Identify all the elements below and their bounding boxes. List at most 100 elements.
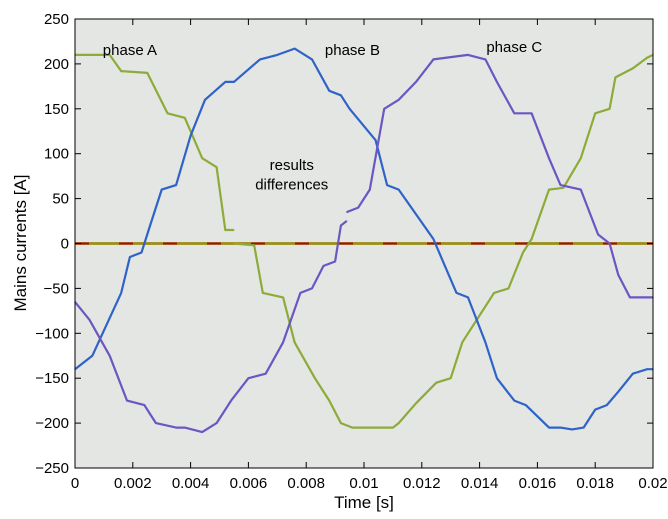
data-point (201, 431, 203, 433)
data-point (507, 287, 510, 289)
data-point (548, 157, 550, 159)
data-point (328, 90, 330, 92)
x-tick-label: 0.012 (403, 475, 441, 492)
data-point (580, 157, 582, 159)
data-point (88, 319, 91, 321)
data-point (259, 58, 261, 61)
data-point (374, 139, 377, 141)
series-line-1 (233, 53, 654, 429)
data-point (346, 220, 348, 222)
x-tick-label: 0.008 (287, 475, 325, 492)
annotation-layer: phase A phase B phase C results differences (103, 39, 543, 193)
data-point (496, 377, 498, 379)
data-point (415, 402, 417, 404)
x-tick-label: 0.018 (576, 475, 614, 492)
data-point (233, 242, 235, 245)
x-tick-label: 0.004 (172, 475, 210, 492)
data-point (140, 251, 143, 254)
y-tick-label: −250 (35, 460, 69, 477)
data-point (262, 292, 264, 294)
data-point (253, 244, 255, 246)
data-point (525, 404, 527, 406)
x-tick-label: 0.006 (230, 475, 268, 492)
data-point (299, 292, 302, 294)
data-point (580, 189, 582, 191)
data-point (161, 189, 163, 191)
data-point (216, 166, 218, 168)
data-point (398, 99, 400, 101)
data-point (637, 296, 640, 298)
data-point (294, 341, 296, 343)
data-point (562, 187, 565, 189)
data-point (146, 72, 148, 74)
data-point (233, 81, 235, 83)
data-point (247, 377, 249, 379)
x-axis-title: Time [s] (334, 493, 394, 512)
data-point (493, 292, 495, 294)
data-point (204, 99, 206, 101)
data-point (531, 112, 533, 114)
data-point (175, 184, 177, 186)
series-line-2 (74, 47, 653, 431)
data-point (559, 426, 562, 429)
y-tick-label: −50 (44, 280, 69, 297)
data-point (282, 296, 284, 298)
y-tick-label: 250 (44, 11, 69, 28)
data-point (496, 81, 498, 83)
data-point (120, 292, 122, 294)
data-point (328, 400, 330, 402)
data-point (571, 428, 573, 430)
data-point (155, 422, 157, 424)
data-point (166, 112, 169, 114)
data-point (120, 70, 122, 72)
data-point (435, 382, 437, 384)
x-tick-label: 0.01 (349, 475, 378, 492)
data-point (415, 81, 417, 83)
data-point (522, 251, 524, 254)
data-point (629, 296, 631, 298)
data-point (617, 274, 619, 276)
data-point (282, 341, 284, 343)
data-point (531, 238, 533, 240)
data-point (594, 409, 596, 411)
data-point (143, 404, 145, 406)
data-point (91, 355, 93, 357)
annotation-label: phase A (103, 42, 157, 59)
data-point (594, 112, 596, 114)
data-point (334, 260, 336, 263)
x-tick-label: 0.014 (461, 475, 499, 492)
data-point (484, 58, 486, 61)
x-tick-label: 0.02 (638, 475, 667, 492)
y-tick-label: 200 (44, 56, 69, 73)
annotation-label: differences (255, 177, 328, 194)
data-point (609, 242, 611, 245)
y-tick-label: 100 (44, 146, 69, 163)
data-point (149, 224, 151, 227)
data-point (190, 135, 192, 137)
data-point (583, 426, 585, 429)
data-point (340, 422, 342, 424)
data-point (513, 400, 515, 402)
annotation-label: phase B (325, 42, 380, 59)
data-point (216, 422, 218, 424)
y-tick-label: 50 (52, 191, 69, 208)
x-tick-label: 0.016 (519, 475, 557, 492)
data-point (340, 224, 342, 227)
data-point (129, 256, 131, 258)
data-point (646, 57, 648, 59)
y-tick-label: −150 (35, 370, 69, 387)
data-point (311, 287, 313, 289)
data-point (632, 373, 634, 375)
data-point (597, 233, 599, 236)
annotation-label: results (270, 157, 314, 174)
y-tick-label: −200 (35, 415, 69, 432)
y-tick-label: 150 (44, 101, 69, 118)
data-point (513, 112, 515, 114)
data-point (311, 58, 313, 61)
data-point (455, 292, 458, 294)
data-point (461, 341, 463, 343)
data-point (322, 265, 325, 267)
data-point (444, 265, 446, 267)
data-point (224, 229, 226, 231)
